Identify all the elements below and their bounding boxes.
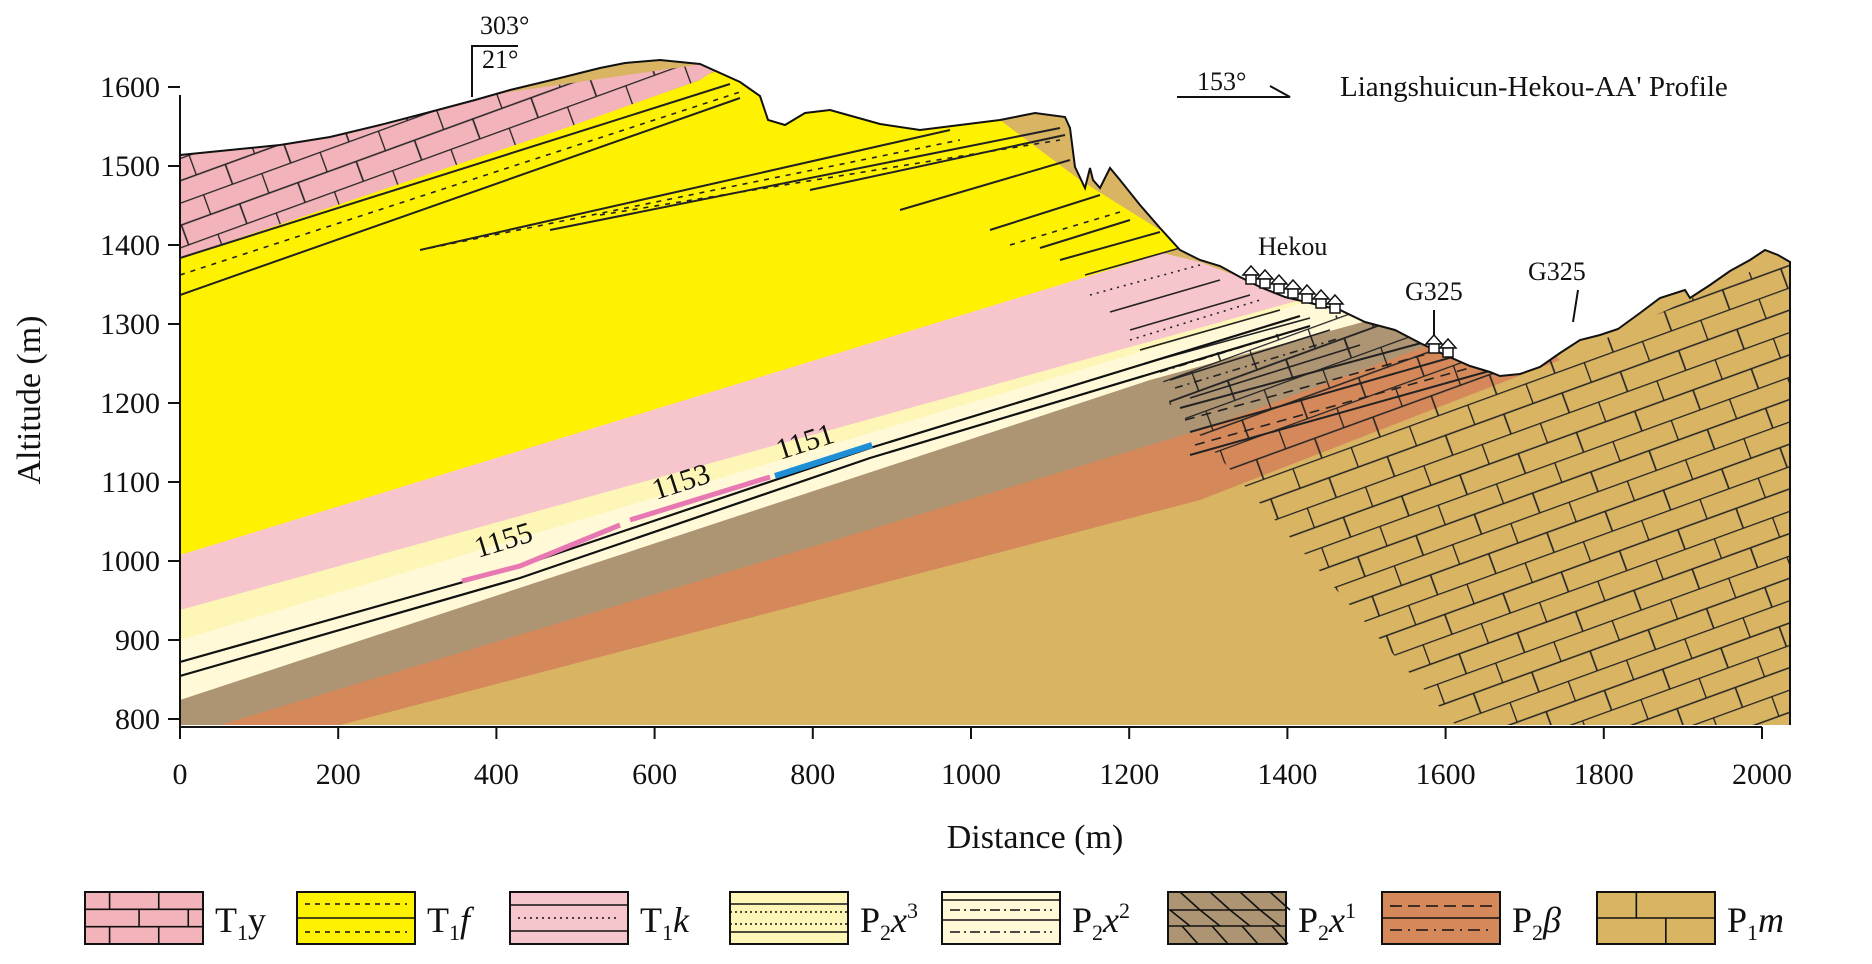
dip-symbol: 303° 21° [471,11,529,97]
dip-azimuth-label: 303° [480,11,529,40]
village-label: Hekou [1258,232,1327,261]
P2b-lines [1179,337,1501,456]
T1f-area [180,60,1190,555]
x-tick-label: 200 [316,758,361,791]
y-tick-label: 1000 [100,545,160,578]
x-axis-title: Distance (m) [947,819,1124,856]
T1k-dots [1089,264,1261,341]
legend-swatch-pattern [730,903,848,933]
legend-label: P2x3 [860,898,918,945]
legend-item-P2x2: P2x2 [941,891,1130,945]
x-tick-label: 2000 [1732,758,1792,791]
legend-label: T1k [640,900,690,945]
legend-swatch-pattern [297,903,415,933]
road-label-2: G325 [1528,257,1586,286]
x-tick-label: 600 [632,758,677,791]
legend-label: T1f [427,900,475,945]
formations [180,60,1790,725]
y-axis-title: Altitude (m) [11,315,48,484]
P2x1-area [180,310,1470,725]
T1y-hatch [180,60,730,258]
terrain-outline [179,58,1791,725]
legend-swatch [1167,891,1287,945]
profile-direction: 153° [1177,67,1291,98]
house-icon [1297,283,1317,304]
x-tick-label: 400 [474,758,519,791]
house-icon [1255,268,1275,289]
y-tick-labels: 800 900 1000 1100 1200 1300 1400 1500 1600 [100,71,160,736]
profile-title: Liangshuicun-Hekou-AA' Profile [1340,71,1728,103]
x-tick-label: 1600 [1416,758,1476,791]
T1k-lines [1084,247,1251,331]
road-label-1: G325 [1405,277,1463,306]
house-icon [1325,293,1345,314]
P2x2-area [180,290,1385,700]
legend-swatch-pattern [1168,891,1291,945]
P2b-dashes [1184,344,1481,446]
y-tick-label: 1400 [100,229,160,262]
P2x3-area [180,285,1330,640]
x-axis-ticks [179,727,1763,739]
house-icon [1283,278,1303,299]
legend-item-T1y: T1y [84,891,266,945]
x-tick-label: 1000 [941,758,1001,791]
legend-swatch-pattern [85,892,203,944]
seam-1151-highlight [774,442,873,479]
x-tick-labels: 0 200 400 600 800 1000 1200 1400 1600 1800 2000 [173,758,1793,791]
legend-item-P2x1: P2x1 [1167,891,1356,945]
T1f-bedding [180,83,1161,296]
P2x1-hatch [1160,305,1440,405]
village-houses [1241,264,1345,314]
coal-seam-lines [180,314,1311,678]
road-pointer-2 [1572,289,1579,323]
y-tick-label: 1500 [100,150,160,183]
x-tick-label: 1200 [1099,758,1159,791]
y-tick-label: 900 [115,624,160,657]
dip-angle-label: 21° [482,45,518,74]
x-tick-label: 800 [790,758,835,791]
legend-swatch-pattern [510,904,628,932]
seam-1155-highlight [461,522,621,584]
legend-label: P2x2 [1072,898,1130,945]
seam-1153-highlight [629,474,771,523]
y-tick-label: 1100 [101,466,160,499]
x-tick-label: 1800 [1574,758,1634,791]
house-icon [1269,273,1289,294]
y-axis-ticks [168,86,180,720]
legend-item-T1f: T1f [296,891,475,945]
x-tick-label: 1400 [1257,758,1317,791]
house-icon [1311,288,1331,309]
house-icon [1241,264,1261,285]
y-tick-label: 1200 [100,387,160,420]
legend-swatch-pattern [1597,892,1715,944]
legend-item-T1k: T1k [509,891,690,945]
y-tick-label: 1300 [100,308,160,341]
T1f-dashes [180,91,1121,276]
y-tick-label: 800 [115,703,160,736]
legend-item-P2b: P2β [1381,891,1561,945]
legend-item-P1m: P1m [1596,891,1784,945]
legend-swatch [84,891,204,945]
legend-swatch [509,891,629,945]
legend: T1y T1f T1k P2x3 P2x2 P2x1 P2β P1m [84,891,1784,945]
x-tick-label: 0 [173,758,188,791]
legend-swatch-pattern [942,899,1060,933]
legend-label: T1y [215,900,266,945]
y-tick-label: 1600 [100,71,160,104]
legend-swatch-pattern [1382,905,1500,931]
T1k-area [180,250,1300,610]
legend-item-P2x3: P2x3 [729,891,918,945]
P2x1-band [180,300,1440,700]
legend-label: P1m [1727,900,1784,945]
house-icon [1424,333,1444,354]
legend-label: P2x1 [1298,898,1356,945]
legend-label: P2β [1512,900,1561,945]
profile-azimuth-label: 153° [1197,67,1246,96]
road-houses [1424,333,1458,358]
legend-swatch [729,891,849,945]
house-icon [1438,337,1458,358]
